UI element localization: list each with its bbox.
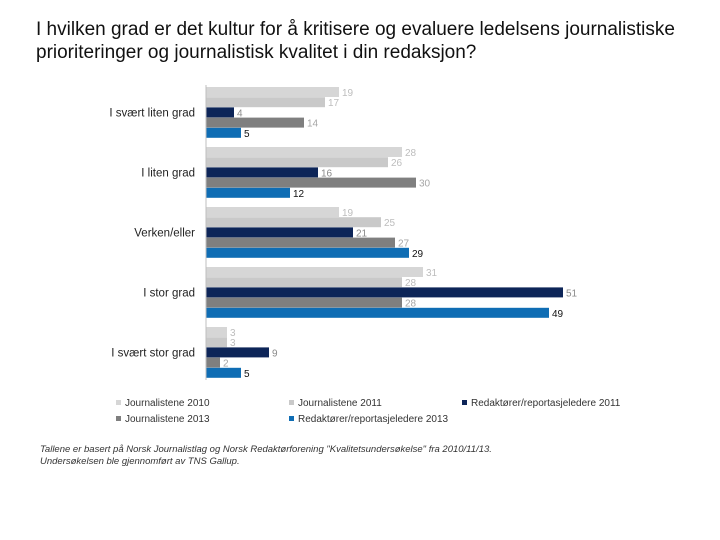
legend-label: Redaktører/reportasjeledere 2011 — [471, 398, 621, 409]
bar — [206, 227, 353, 238]
bar — [206, 287, 563, 298]
chart-title: I hvilken grad er det kultur for å kriti… — [36, 19, 675, 63]
bar — [206, 347, 269, 358]
bar — [206, 307, 549, 318]
legend-item-redaktorer-2011: Redaktører/reportasjeledere 2011 — [462, 398, 620, 409]
bar — [206, 337, 227, 348]
data-label: 31 — [426, 268, 438, 279]
category-label: Verken/eller — [134, 228, 195, 240]
bar — [206, 267, 423, 277]
bar — [206, 97, 325, 108]
category-label: I liten grad — [141, 168, 195, 180]
data-label: 27 — [398, 239, 410, 250]
footnote-line-2: Undersøkelsen ble gjennomført av TNS Gal… — [40, 456, 240, 467]
bar — [206, 107, 234, 118]
bar — [206, 87, 339, 97]
data-label: 26 — [391, 158, 403, 169]
data-label: 17 — [328, 98, 340, 109]
bar — [206, 297, 402, 308]
bar — [206, 167, 318, 178]
legend-swatch — [116, 415, 121, 421]
category-label: I svært liten grad — [109, 108, 195, 120]
data-label: 19 — [342, 208, 354, 219]
data-label: 16 — [321, 168, 333, 179]
data-label: 28 — [405, 148, 417, 159]
legend-item-journalistene-2011: Journalistene 2011 — [289, 398, 382, 409]
bar — [206, 367, 241, 378]
data-label: 12 — [293, 189, 305, 200]
data-label: 28 — [405, 299, 417, 310]
bar — [206, 177, 416, 188]
data-label: 4 — [237, 108, 243, 119]
legend-label: Journalistene 2013 — [125, 414, 210, 425]
bar — [206, 237, 395, 248]
data-label: 49 — [552, 309, 564, 320]
data-label: 25 — [384, 218, 396, 229]
footnote: Tallene er basert på Norsk Journalistlag… — [40, 444, 640, 468]
data-label: 2 — [223, 359, 229, 370]
bar — [206, 157, 388, 168]
data-label: 29 — [412, 249, 424, 260]
data-label: 3 — [230, 338, 236, 349]
bar — [206, 127, 241, 138]
category-label: I svært stor grad — [111, 348, 195, 360]
bar — [206, 357, 220, 368]
bar — [206, 207, 339, 217]
data-label: 51 — [566, 288, 578, 299]
data-label: 5 — [244, 369, 250, 380]
bar — [206, 147, 402, 157]
data-label: 3 — [230, 328, 236, 339]
bar — [206, 217, 381, 228]
legend-item-journalistene-2013: Journalistene 2013 — [116, 414, 210, 425]
legend-swatch — [116, 399, 121, 405]
data-label: 14 — [307, 119, 319, 130]
data-label: 28 — [405, 278, 417, 289]
legend-item-redaktorer-2013: Redaktører/reportasjeledere 2013 — [289, 414, 448, 425]
legend-label: Journalistene 2011 — [298, 398, 382, 409]
data-label: 19 — [342, 88, 354, 99]
legend-swatch — [462, 399, 467, 405]
category-label: I stor grad — [143, 288, 195, 300]
legend-label: Redaktører/reportasjeledere 2013 — [298, 414, 449, 425]
bar — [206, 277, 402, 288]
legend-swatch — [289, 415, 294, 421]
data-label: 9 — [272, 348, 278, 359]
legend-swatch — [289, 399, 294, 405]
data-label: 5 — [244, 129, 250, 140]
bar — [206, 247, 409, 258]
bar — [206, 187, 290, 198]
data-label: 30 — [419, 179, 431, 190]
footnote-line-1: Tallene er basert på Norsk Journalistlag… — [40, 444, 492, 455]
data-label: 21 — [356, 228, 368, 239]
bar — [206, 117, 304, 128]
legend-item-journalistene-2010: Journalistene 2010 — [116, 398, 210, 409]
legend-label: Journalistene 2010 — [125, 398, 210, 409]
bar — [206, 327, 227, 337]
